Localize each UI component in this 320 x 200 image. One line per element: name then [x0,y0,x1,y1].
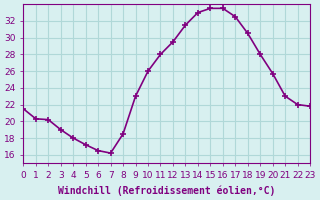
X-axis label: Windchill (Refroidissement éolien,°C): Windchill (Refroidissement éolien,°C) [58,185,276,196]
